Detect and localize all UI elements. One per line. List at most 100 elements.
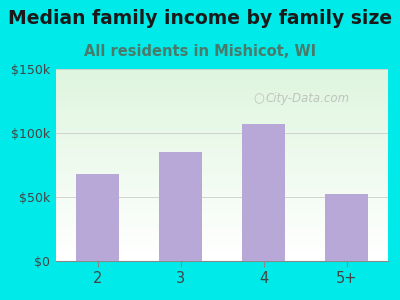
Bar bbox=[56, 212, 388, 213]
Bar bbox=[56, 144, 388, 145]
Bar bbox=[56, 192, 388, 193]
Bar bbox=[56, 246, 388, 247]
Bar bbox=[56, 234, 388, 235]
Bar bbox=[56, 161, 388, 162]
Bar bbox=[56, 94, 388, 95]
Bar bbox=[56, 154, 388, 155]
Bar bbox=[56, 82, 388, 83]
Bar bbox=[56, 133, 388, 134]
Bar bbox=[56, 169, 388, 170]
Bar bbox=[56, 237, 388, 238]
Text: Median family income by family size: Median family income by family size bbox=[8, 9, 392, 28]
Bar bbox=[56, 215, 388, 216]
Bar bbox=[56, 256, 388, 257]
Bar bbox=[56, 99, 388, 100]
Bar bbox=[56, 185, 388, 186]
Bar bbox=[56, 242, 388, 243]
Bar bbox=[56, 79, 388, 80]
Bar bbox=[56, 145, 388, 146]
Bar bbox=[76, 174, 119, 261]
Bar bbox=[56, 213, 388, 214]
Bar bbox=[56, 151, 388, 152]
Bar bbox=[56, 219, 388, 220]
Bar bbox=[56, 136, 388, 137]
Bar bbox=[56, 208, 388, 209]
Bar bbox=[56, 230, 388, 231]
Bar bbox=[56, 163, 388, 164]
Bar bbox=[56, 220, 388, 221]
Bar bbox=[56, 148, 388, 149]
Bar bbox=[56, 259, 388, 260]
Bar bbox=[56, 87, 388, 88]
Bar bbox=[56, 139, 388, 140]
Bar bbox=[56, 200, 388, 202]
Bar bbox=[56, 231, 388, 232]
Bar bbox=[56, 75, 388, 76]
Bar bbox=[56, 114, 388, 115]
Bar bbox=[56, 183, 388, 184]
Bar bbox=[56, 77, 388, 78]
Bar bbox=[56, 186, 388, 187]
Bar bbox=[56, 159, 388, 160]
Bar bbox=[56, 172, 388, 173]
Bar bbox=[56, 168, 388, 169]
Bar bbox=[56, 174, 388, 175]
Bar bbox=[56, 137, 388, 138]
Bar bbox=[56, 260, 388, 261]
Bar bbox=[56, 217, 388, 218]
Bar bbox=[56, 155, 388, 156]
Bar bbox=[56, 113, 388, 114]
Text: All residents in Mishicot, WI: All residents in Mishicot, WI bbox=[84, 44, 316, 59]
Bar bbox=[56, 127, 388, 128]
Bar bbox=[56, 189, 388, 190]
Bar bbox=[56, 122, 388, 123]
Bar bbox=[56, 221, 388, 222]
Bar bbox=[56, 224, 388, 226]
Bar bbox=[56, 111, 388, 112]
Bar bbox=[56, 130, 388, 131]
Bar bbox=[56, 251, 388, 252]
Bar bbox=[56, 244, 388, 245]
Bar bbox=[56, 98, 388, 99]
Bar bbox=[56, 140, 388, 141]
Bar bbox=[56, 160, 388, 161]
Bar bbox=[56, 104, 388, 106]
Bar bbox=[56, 166, 388, 167]
Bar bbox=[56, 195, 388, 196]
Bar bbox=[56, 84, 388, 85]
Bar bbox=[56, 80, 388, 82]
Bar bbox=[56, 240, 388, 241]
Bar bbox=[56, 134, 388, 135]
Bar bbox=[56, 73, 388, 74]
Bar bbox=[56, 152, 388, 154]
Bar bbox=[56, 232, 388, 233]
Bar bbox=[56, 125, 388, 126]
Bar bbox=[56, 222, 388, 223]
Bar bbox=[56, 228, 388, 229]
Bar bbox=[56, 243, 388, 244]
Bar bbox=[56, 119, 388, 120]
Bar bbox=[56, 241, 388, 242]
Bar bbox=[56, 258, 388, 259]
Bar bbox=[56, 96, 388, 97]
Bar bbox=[56, 131, 388, 132]
Bar bbox=[56, 115, 388, 116]
Bar bbox=[56, 78, 388, 79]
Bar bbox=[56, 72, 388, 73]
Bar bbox=[56, 175, 388, 176]
Bar bbox=[56, 142, 388, 143]
Bar bbox=[56, 190, 388, 191]
Bar bbox=[56, 207, 388, 208]
Bar bbox=[56, 167, 388, 168]
Bar bbox=[56, 223, 388, 224]
Bar bbox=[56, 248, 388, 250]
Bar bbox=[56, 74, 388, 75]
Bar bbox=[56, 239, 388, 240]
Bar bbox=[56, 95, 388, 96]
Bar bbox=[56, 181, 388, 182]
Bar bbox=[56, 162, 388, 163]
Bar bbox=[56, 176, 388, 178]
Bar bbox=[56, 128, 388, 130]
Bar bbox=[56, 88, 388, 89]
Bar bbox=[56, 124, 388, 125]
